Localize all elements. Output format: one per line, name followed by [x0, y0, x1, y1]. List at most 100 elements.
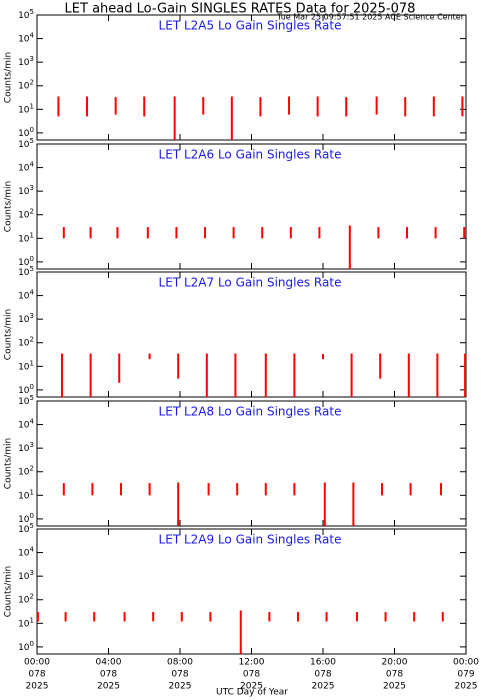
y-tick-base: 10 — [18, 164, 30, 174]
x-tick-label: 079 — [457, 670, 474, 680]
plot-frame — [36, 143, 467, 270]
y-tick-exponent: 1 — [30, 488, 34, 496]
y-tick-exponent: 5 — [30, 137, 34, 145]
y-tick-exponent: 0 — [30, 126, 34, 134]
y-tick-exponent: 2 — [30, 79, 34, 87]
y-tick-label: 100 — [18, 126, 34, 139]
y-tick-label: 102 — [18, 208, 34, 221]
y-tick-label: 101 — [18, 616, 34, 629]
y-tick-label: 103 — [18, 184, 34, 197]
x-tick-label: 078 — [386, 670, 403, 680]
y-tick-base: 10 — [18, 211, 30, 221]
y-tick-base: 10 — [18, 525, 30, 535]
y-tick-base: 10 — [18, 58, 30, 68]
y-tick-base: 10 — [18, 234, 30, 244]
x-tick-label: 00:00 — [24, 658, 50, 668]
y-tick-base: 10 — [18, 187, 30, 197]
y-tick-label: 104 — [18, 289, 34, 302]
y-tick-base: 10 — [18, 515, 30, 525]
x-tick-label: 078 — [100, 670, 117, 680]
y-tick-label: 104 — [18, 32, 34, 45]
y-tick-exponent: 2 — [30, 465, 34, 473]
y-tick-exponent: 3 — [30, 569, 34, 577]
y-tick-label: 101 — [18, 359, 34, 372]
x-tick-label: 078 — [314, 670, 331, 680]
y-tick-exponent: 5 — [30, 8, 34, 16]
x-tick-label: 2025 — [26, 682, 49, 692]
y-tick-label: 101 — [18, 102, 34, 115]
y-tick-base: 10 — [18, 421, 30, 431]
x-tick-label: 2025 — [383, 682, 406, 692]
y-tick-base: 10 — [18, 444, 30, 454]
y-axis-label: Counts/min — [4, 438, 14, 489]
y-axis-label: Counts/min — [4, 52, 14, 103]
y-tick-label: 101 — [18, 231, 34, 244]
y-tick-base: 10 — [18, 549, 30, 559]
y-tick-base: 10 — [18, 105, 30, 115]
y-tick-base: 10 — [18, 140, 30, 150]
y-tick-base: 10 — [18, 596, 30, 606]
y-tick-exponent: 1 — [30, 231, 34, 239]
y-tick-exponent: 4 — [30, 289, 35, 297]
y-tick-label: 100 — [18, 383, 34, 396]
panel-title: LET L2A5 Lo Gain Singles Rate — [159, 19, 342, 33]
y-tick-label: 105 — [18, 522, 34, 535]
x-tick-label: 00:00 — [453, 658, 479, 668]
y-tick-exponent: 5 — [30, 265, 34, 273]
y-tick-label: 102 — [18, 336, 34, 349]
y-tick-exponent: 1 — [30, 359, 34, 367]
x-tick-label: 2025 — [97, 682, 120, 692]
y-tick-label: 100 — [18, 640, 34, 653]
x-tick-label: 2025 — [455, 682, 478, 692]
y-axis-label: Counts/min — [4, 566, 14, 617]
x-tick-label: 2025 — [240, 682, 263, 692]
plot-frame — [36, 400, 467, 527]
y-tick-exponent: 1 — [30, 616, 34, 624]
y-tick-base: 10 — [18, 292, 30, 302]
y-tick-label: 102 — [18, 79, 34, 92]
y-tick-base: 10 — [18, 82, 30, 92]
y-tick-exponent: 0 — [30, 640, 34, 648]
x-tick-label: 16:00 — [310, 658, 336, 668]
y-tick-label: 104 — [18, 418, 34, 431]
plot-frame — [36, 528, 467, 655]
y-tick-base: 10 — [18, 362, 30, 372]
y-tick-base: 10 — [18, 339, 30, 349]
y-tick-label: 105 — [18, 8, 34, 21]
y-tick-exponent: 2 — [30, 593, 34, 601]
y-tick-label: 100 — [18, 512, 34, 525]
y-tick-exponent: 4 — [30, 546, 35, 554]
y-tick-exponent: 0 — [30, 255, 34, 263]
x-tick-label: 20:00 — [382, 658, 408, 668]
y-tick-base: 10 — [18, 468, 30, 478]
y-tick-base: 10 — [18, 572, 30, 582]
y-tick-exponent: 3 — [30, 55, 34, 63]
y-tick-base: 10 — [18, 619, 30, 629]
x-tick-label: 078 — [171, 670, 188, 680]
y-tick-exponent: 4 — [30, 161, 35, 169]
x-tick-label: 2025 — [312, 682, 335, 692]
y-tick-base: 10 — [18, 386, 30, 396]
y-tick-label: 105 — [18, 265, 34, 278]
y-tick-base: 10 — [18, 643, 30, 653]
x-tick-label: 12:00 — [239, 658, 265, 668]
y-tick-exponent: 4 — [30, 32, 35, 40]
y-tick-label: 104 — [18, 546, 34, 559]
panel-title: LET L2A7 Lo Gain Singles Rate — [159, 276, 342, 290]
y-tick-exponent: 0 — [30, 383, 34, 391]
y-tick-exponent: 4 — [30, 418, 35, 426]
subtitle: Tue Mar 25 09:57:51 2025 ACE Science Cen… — [276, 13, 465, 22]
y-tick-label: 103 — [18, 55, 34, 68]
panel-title: LET L2A8 Lo Gain Singles Rate — [159, 405, 342, 419]
y-tick-exponent: 2 — [30, 208, 34, 216]
y-tick-base: 10 — [18, 491, 30, 501]
panel-title: LET L2A9 Lo Gain Singles Rate — [159, 533, 342, 547]
y-tick-base: 10 — [18, 315, 30, 325]
x-tick-label: 08:00 — [167, 658, 193, 668]
y-tick-base: 10 — [18, 258, 30, 268]
y-tick-label: 103 — [18, 312, 34, 325]
y-tick-exponent: 5 — [30, 522, 34, 530]
y-tick-base: 10 — [18, 129, 30, 139]
y-tick-exponent: 3 — [30, 312, 34, 320]
